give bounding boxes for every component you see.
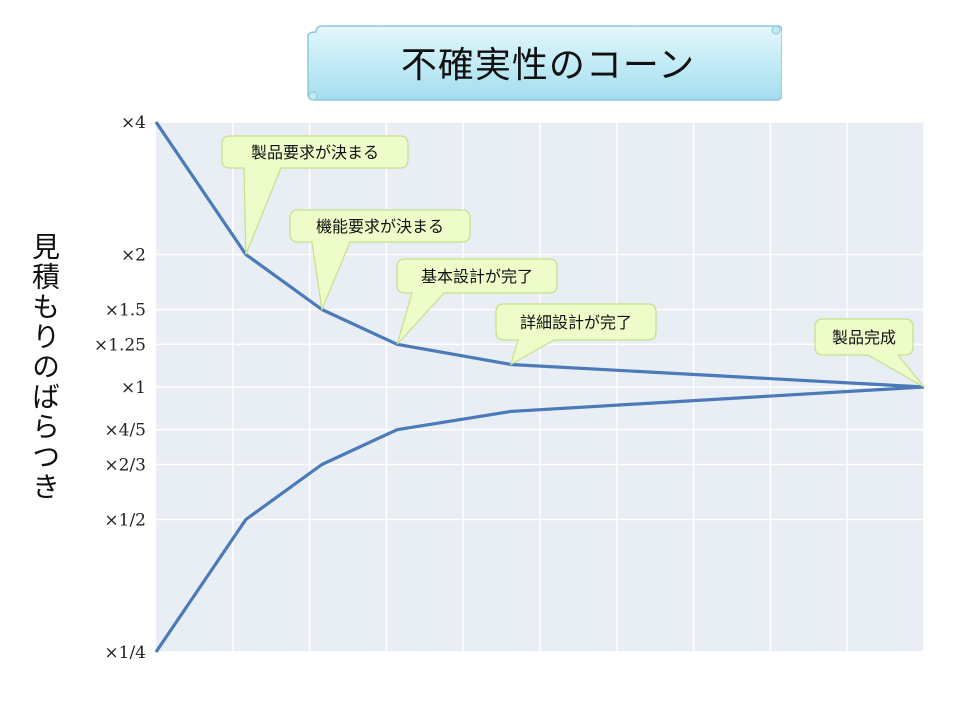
y-tick-label: ×1.25 — [94, 335, 146, 355]
callout-bubble — [495, 303, 657, 366]
y-tick-label: ×4/5 — [104, 421, 146, 441]
callout: 機能要求が決まる — [289, 209, 471, 312]
y-tick-label: ×2 — [121, 246, 146, 266]
callout-bubble — [396, 258, 558, 345]
upper-bound-line — [154, 121, 925, 389]
y-tick-label: ×2/3 — [104, 455, 146, 475]
lower-bound-line — [154, 385, 925, 653]
y-axis-label: 見積もりのばらつき — [28, 232, 61, 502]
callout-label: 基本設計が完了 — [421, 267, 533, 286]
callout: 製品完成 — [814, 318, 925, 388]
callout-bubble — [814, 318, 925, 388]
y-tick-label: ×1 — [121, 378, 146, 398]
callout-label: 詳細設計が完了 — [520, 313, 632, 332]
callout-label: 製品完成 — [832, 328, 896, 347]
chart-title: 不確実性のコーン — [400, 45, 696, 86]
y-tick-label: ×4 — [121, 113, 146, 133]
title-banner — [307, 25, 782, 101]
y-tick-label: ×1/2 — [104, 511, 146, 531]
y-tick-label: ×1.5 — [105, 300, 146, 320]
y-tick-label: ×1/4 — [104, 643, 146, 663]
callout-bubble — [289, 209, 471, 312]
callout-label: 製品要求が決まる — [251, 143, 379, 162]
callout-bubble — [221, 135, 409, 255]
callout: 製品要求が決まる — [221, 135, 409, 255]
callout: 基本設計が完了 — [396, 258, 558, 345]
callout: 詳細設計が完了 — [495, 303, 657, 366]
callout-label: 機能要求が決まる — [316, 217, 444, 236]
